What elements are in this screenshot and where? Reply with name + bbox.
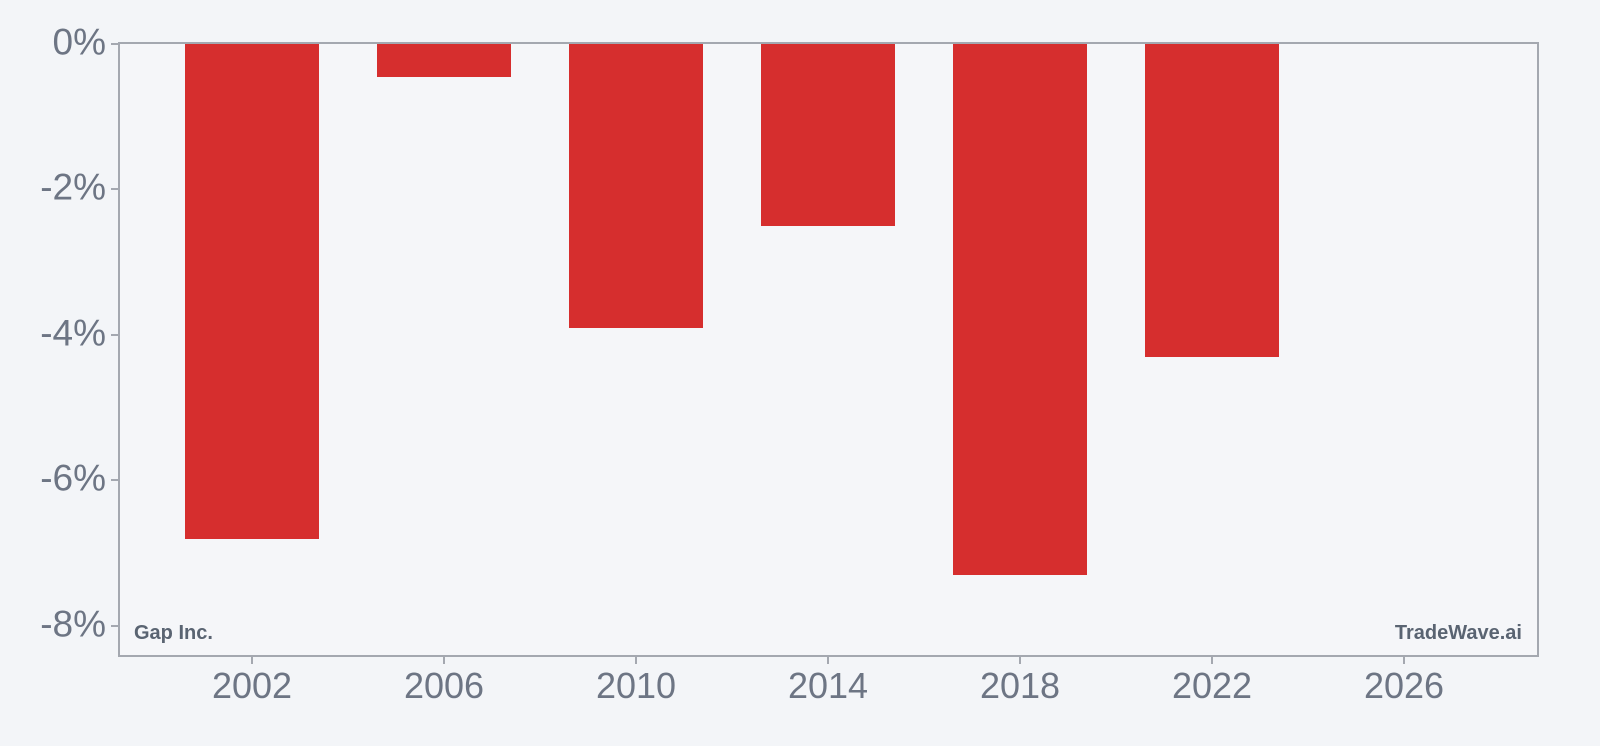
bar-2002 <box>184 44 320 539</box>
x-axis-tick-mark <box>827 655 830 664</box>
y-axis-tick-mark <box>111 479 120 482</box>
x-axis-tick-mark <box>1211 655 1214 664</box>
branding-left-label: Gap Inc. <box>134 622 213 644</box>
y-axis-tick-mark <box>111 624 120 627</box>
y-axis-tick-mark <box>111 43 120 45</box>
x-axis-tick-label: 2002 <box>211 665 293 706</box>
plot-area: Gap Inc. TradeWave.ai <box>118 42 1539 657</box>
x-axis-tick-label: 2026 <box>1363 665 1445 706</box>
x-axis-tick-label: 2018 <box>979 665 1061 706</box>
y-axis-tick-label: 0% <box>52 21 106 63</box>
x-axis-tick-label: 2014 <box>787 665 869 706</box>
x-axis-tick-label: 2006 <box>403 665 485 706</box>
bar-2018 <box>952 44 1088 575</box>
y-axis-tick-mark <box>111 188 120 191</box>
bar-2014 <box>760 44 896 226</box>
bar-2006 <box>376 44 512 77</box>
bar-2010 <box>568 44 704 328</box>
bar-2022 <box>1144 44 1280 357</box>
y-axis-tick-mark <box>111 333 120 336</box>
x-axis-tick-mark <box>1019 655 1022 664</box>
y-axis-tick-label: -8% <box>40 603 106 645</box>
y-axis-tick-label: -4% <box>40 312 106 354</box>
branding-right-label: TradeWave.ai <box>1394 622 1522 644</box>
y-axis-tick-label: -2% <box>40 167 106 209</box>
x-axis-tick-label: 2010 <box>595 665 677 706</box>
x-axis-tick-mark <box>443 655 445 664</box>
y-axis-tick-label: -6% <box>40 458 106 500</box>
x-axis-tick-mark <box>251 655 253 664</box>
x-axis-tick-label: 2022 <box>1171 665 1253 706</box>
x-axis-tick-mark <box>1403 655 1406 664</box>
x-axis-tick-mark <box>635 655 637 664</box>
